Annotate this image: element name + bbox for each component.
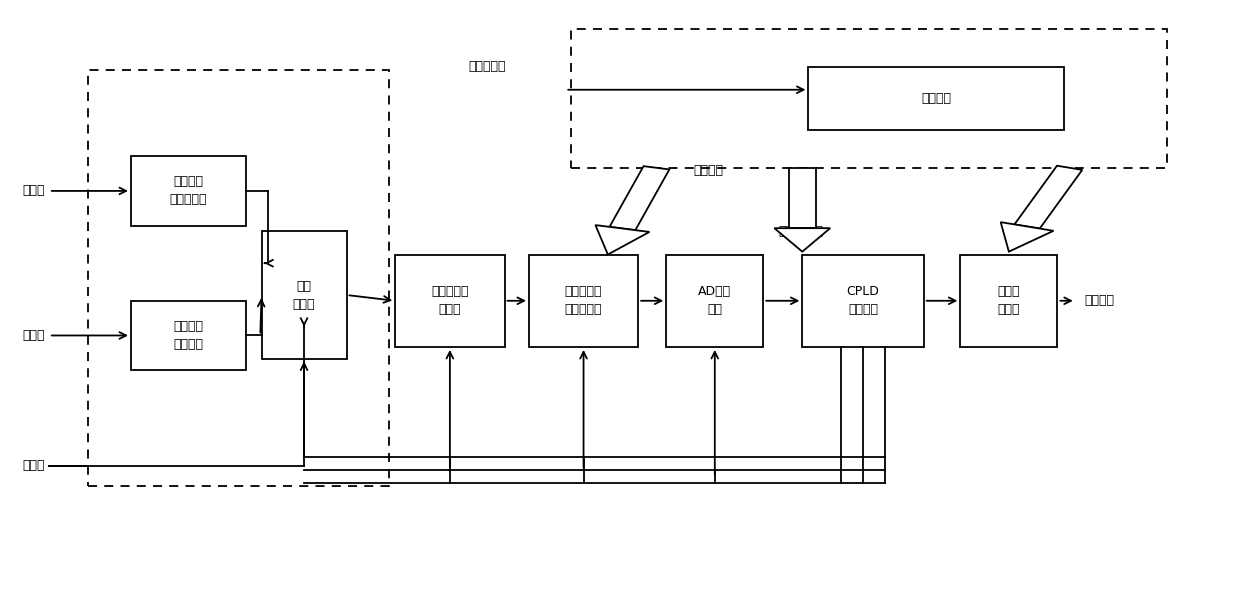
Text: 电源模块: 电源模块 [693,164,723,177]
Bar [802,254,924,347]
Bar [960,254,1058,347]
Bar [131,156,247,225]
Text: 多路
选择器: 多路 选择器 [293,280,315,310]
Polygon shape [1001,222,1054,251]
Text: 外部交流电: 外部交流电 [467,60,506,73]
Polygon shape [595,225,650,254]
Text: 小电流: 小电流 [22,329,45,342]
Text: （可变）滤
波模块: （可变）滤 波模块 [432,286,469,316]
Bar [396,254,505,347]
Polygon shape [789,168,816,228]
Bar [528,254,639,347]
Text: CPLD
主控模块: CPLD 主控模块 [847,286,879,316]
Text: （可变）比
例调节模块: （可变）比 例调节模块 [564,286,603,316]
Polygon shape [1014,166,1083,228]
Bar [666,254,764,347]
Text: 精密电阻
（常规）: 精密电阻 （常规） [174,320,203,351]
Text: 小电压: 小电压 [22,459,45,472]
Polygon shape [610,166,670,230]
Bar [808,67,1064,130]
Bar [572,29,1167,168]
Text: 内部工作电源: 内部工作电源 [777,225,823,238]
Text: 大电流: 大电流 [22,185,45,198]
Text: 光纤收
发模块: 光纤收 发模块 [998,286,1021,316]
Text: 精密电阻
（毫欧级）: 精密电阻 （毫欧级） [170,175,207,206]
Bar [131,301,247,370]
Text: 充电电池: 充电电池 [921,92,951,105]
Text: 数字信号: 数字信号 [1084,294,1115,307]
Bar [88,70,389,486]
Polygon shape [774,228,831,251]
Text: AD转换
模块: AD转换 模块 [698,286,732,316]
Bar [262,231,346,359]
